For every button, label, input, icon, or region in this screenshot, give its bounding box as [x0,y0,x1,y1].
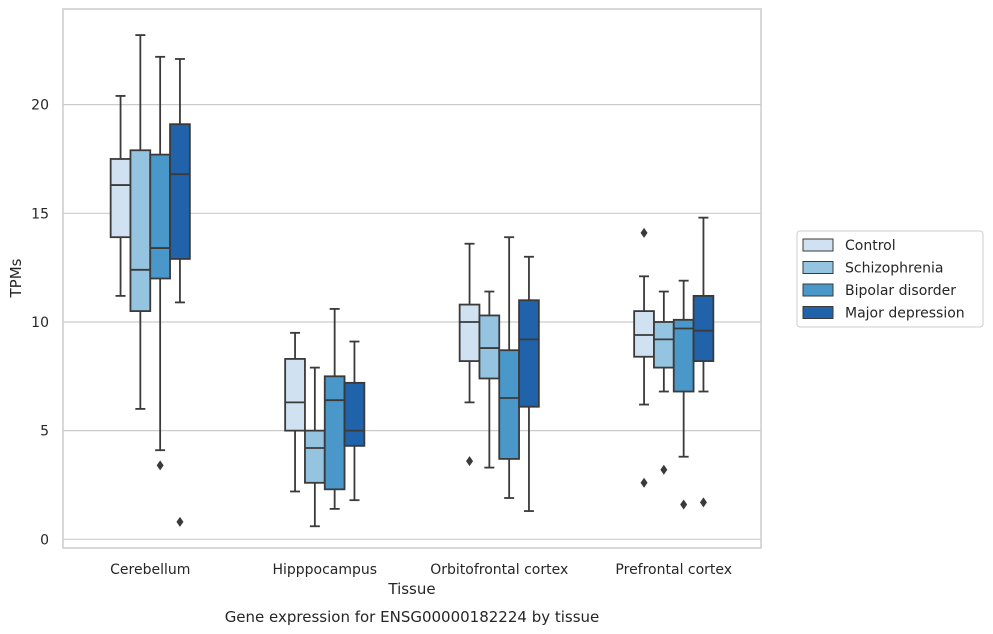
outlier-point [156,460,164,471]
box-bipolar-disorder [672,279,695,510]
legend-label: Major depression [845,306,965,322]
legend-label: Bipolar disorder [845,283,956,299]
x-axis: Cerebellum Hipppocampus Orbitofrontal cort… [110,562,732,578]
x-axis-label: Tissue [387,580,435,598]
box-iqr [498,349,520,460]
box-iqr [633,310,655,358]
legend-label: Schizophrenia [845,261,943,277]
legend-frame [796,230,984,328]
legend-swatch [802,238,834,252]
chart-caption: Gene expression for ENSG00000182224 by t… [225,608,600,626]
box-iqr [692,294,715,362]
y-tick-label: 0 [40,532,49,548]
box-iqr [478,314,501,380]
box-major-depression [518,255,540,512]
outlier-point [640,227,648,238]
y-axis: 0 5 10 15 20 [31,98,49,549]
box-iqr [458,303,481,362]
box-control [633,227,655,488]
outlier-point [680,499,688,510]
legend-swatch [802,306,834,319]
box-iqr [343,381,366,447]
x-tick-label: Hipppocampus [272,562,377,578]
box-major-depression [692,216,715,508]
box-schizophrenia [653,290,675,475]
y-tick-label: 20 [31,98,49,114]
outlier-point [660,464,668,475]
box-iqr [672,318,695,393]
plot-frame [62,8,762,549]
outlier-point [466,456,474,467]
box-major-depression [169,58,191,527]
y-tick-label: 15 [31,206,49,222]
box-iqr [109,158,132,239]
y-tick-label: 10 [31,315,49,331]
x-tick-label: Cerebellum [110,562,190,578]
box-iqr [323,375,346,491]
y-axis-label: TPMs [7,258,25,298]
box-control [458,242,481,467]
box-bipolar-disorder [498,236,520,499]
box-iqr [653,321,675,369]
legend: Control Schizophrenia Bipolar disorder Majo… [796,230,984,328]
box-schizophrenia [129,34,152,410]
box-iqr [149,153,171,280]
legend-label: Control [845,238,896,254]
legend-swatch [802,283,834,297]
outlier-point [640,477,648,488]
box-schizophrenia [478,290,501,469]
box-iqr [304,429,326,484]
box-major-depression [343,340,366,502]
y-tick-label: 5 [40,424,49,440]
outlier-point [176,516,184,527]
legend-swatch [802,261,834,274]
box-iqr [169,123,191,260]
outlier-point [699,497,707,508]
box-iqr [284,358,306,432]
x-tick-label: Prefrontal cortex [615,562,732,578]
box-control [109,95,132,297]
x-tick-label: Orbitofrontal cortex [430,562,568,578]
plot-area [109,34,715,528]
box-iqr [518,299,540,408]
box-control [284,331,306,493]
box-schizophrenia [304,366,326,528]
box-bipolar-disorder [323,308,346,510]
box-iqr [129,149,152,313]
box-bipolar-disorder [149,55,171,471]
